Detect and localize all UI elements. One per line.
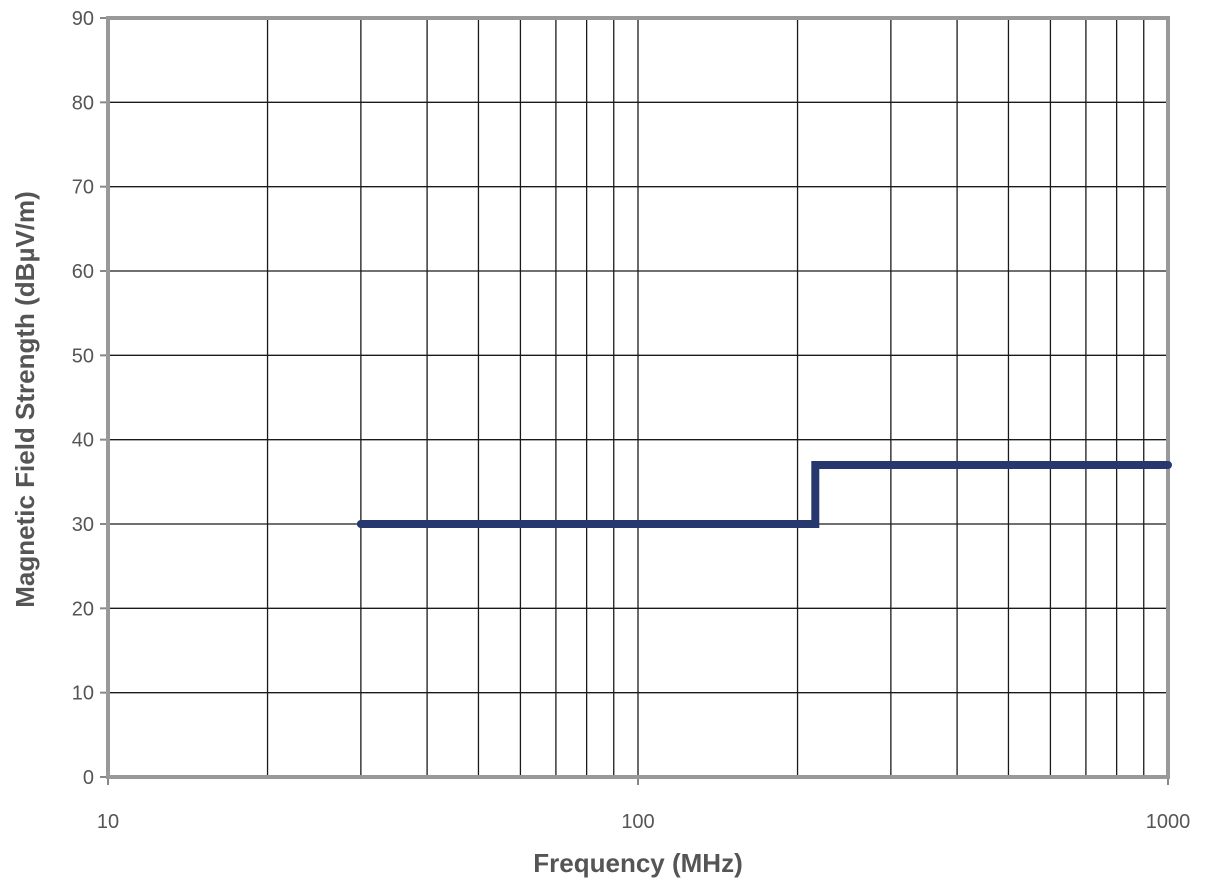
y-axis-title: Magnetic Field Strength (dBµV/m) bbox=[10, 191, 40, 608]
x-tick-labels: 10 100 1000 bbox=[97, 811, 1190, 833]
y-tick-labels: 0 10 20 30 40 50 60 70 80 90 bbox=[72, 8, 94, 789]
x-tick-label: 1000 bbox=[1146, 811, 1191, 833]
y-tick-label: 60 bbox=[72, 261, 94, 283]
x-tick-label: 100 bbox=[621, 811, 654, 833]
grid bbox=[108, 18, 1168, 777]
y-tick-label: 30 bbox=[72, 514, 94, 536]
y-tick-label: 20 bbox=[72, 598, 94, 620]
y-tick-label: 90 bbox=[72, 8, 94, 30]
y-tick-label: 0 bbox=[83, 767, 94, 789]
y-tick-label: 40 bbox=[72, 430, 94, 452]
series-line bbox=[356, 461, 1172, 528]
x-tick-label: 10 bbox=[97, 811, 119, 833]
y-tick-label: 70 bbox=[72, 177, 94, 199]
y-tick-label: 50 bbox=[72, 345, 94, 367]
y-tick-label: 10 bbox=[72, 683, 94, 705]
plot-frame bbox=[106, 16, 1170, 779]
x-axis-title: Frequency (MHz) bbox=[533, 848, 742, 878]
series bbox=[356, 461, 1172, 528]
y-tick-label: 80 bbox=[72, 92, 94, 114]
axis-ticks bbox=[100, 17, 1169, 785]
